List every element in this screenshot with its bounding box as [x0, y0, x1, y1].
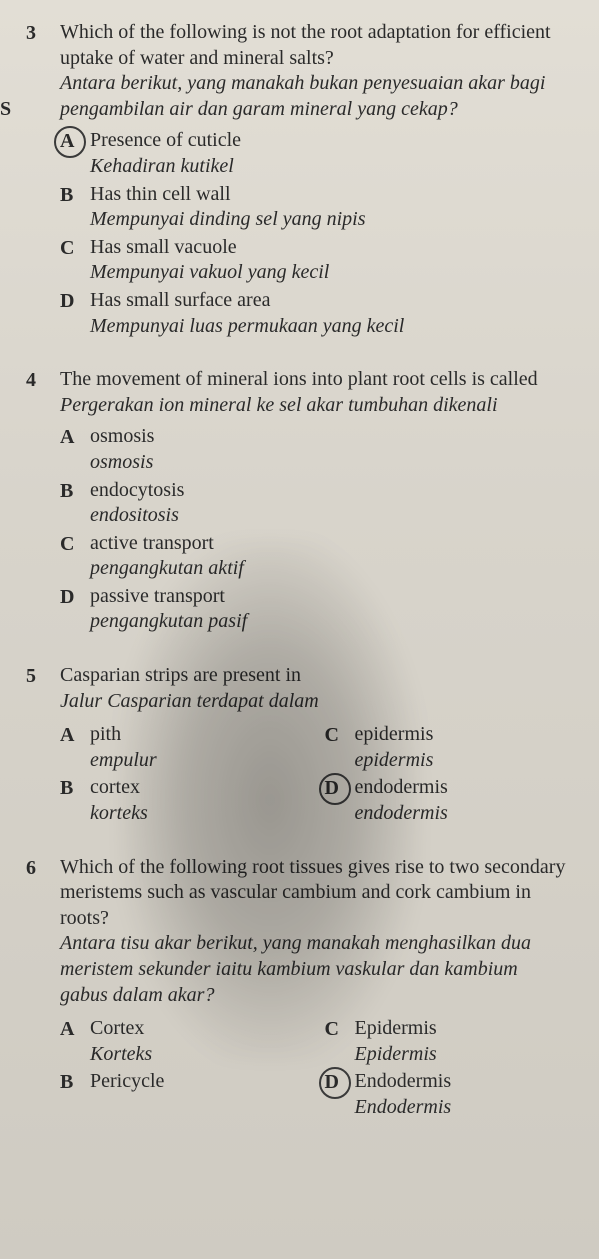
option-text-ms: Mempunyai dinding sel yang nipis [90, 207, 569, 233]
option-b: B Pericycle [60, 1069, 305, 1095]
option-text-ms: pengangkutan aktif [90, 556, 569, 582]
question-text-ms: Jalur Casparian terdapat dalam [60, 689, 569, 715]
option-text-en: endocytosis [90, 478, 569, 504]
option-text-en: Cortex [90, 1016, 305, 1042]
question-text-en: The movement of mineral ions into plant … [60, 367, 569, 393]
question-4: 4 The movement of mineral ions into plan… [26, 367, 569, 635]
option-letter: B [60, 775, 90, 801]
option-letter: A [60, 424, 90, 450]
options-right-column: C Epidermis Epidermis D [325, 1014, 570, 1120]
question-text-ms: Antara tisu akar berikut, yang manakah m… [60, 931, 569, 1008]
option-d: D Has small surface area Mempunyai luas … [60, 288, 569, 339]
option-text-ms: Kehadiran kutikel [90, 154, 569, 180]
option-text-ms: osmosis [90, 450, 569, 476]
option-text-en: epidermis [355, 722, 570, 748]
options-right-column: C epidermis epidermis D [325, 720, 570, 826]
option-a: A osmosis osmosis [60, 424, 569, 475]
options-two-column: A pith empulur B cortex korteks [60, 720, 569, 826]
question-number: 4 [26, 367, 60, 393]
question-3: 3 Which of the following is not the root… [26, 20, 569, 339]
option-text-en: Has small vacuole [90, 235, 569, 261]
option-text-ms: korteks [90, 801, 305, 827]
option-c: C Has small vacuole Mempunyai vakuol yan… [60, 235, 569, 286]
page: S 3 Which of the following is not the ro… [0, 0, 599, 1259]
option-a: A pith empulur [60, 722, 305, 773]
question-number: 6 [26, 855, 60, 881]
page-edge-letter: S [0, 98, 11, 121]
option-text-ms: endositosis [90, 503, 569, 529]
option-letter: D [60, 584, 90, 610]
option-text-ms: Mempunyai luas permukaan yang kecil [90, 314, 569, 340]
question-5: 5 Casparian strips are present in Jalur … [26, 663, 569, 827]
question-text-en: Which of the following is not the root a… [60, 20, 569, 71]
option-letter: A [60, 722, 90, 748]
option-letter: A [60, 128, 90, 154]
option-letter: B [60, 182, 90, 208]
option-d: D endodermis endodermis [325, 775, 570, 826]
option-letter: C [60, 235, 90, 261]
option-text-en: Endodermis [355, 1069, 570, 1095]
option-text-en: Epidermis [355, 1016, 570, 1042]
question-6: 6 Which of the following root tissues gi… [26, 855, 569, 1121]
option-letter: D [325, 775, 355, 801]
option-letter: C [325, 722, 355, 748]
option-c: C active transport pengangkutan aktif [60, 531, 569, 582]
question-text-ms: Pergerakan ion mineral ke sel akar tumbu… [60, 393, 569, 419]
option-letter: A [60, 1016, 90, 1042]
option-b: B cortex korteks [60, 775, 305, 826]
question-text-ms: Antara berikut, yang manakah bukan penye… [60, 71, 569, 122]
option-b: B Has thin cell wall Mempunyai dinding s… [60, 182, 569, 233]
option-letter: D [325, 1069, 355, 1095]
options-two-column: A Cortex Korteks B Pericycle [60, 1014, 569, 1120]
option-d: D passive transport pengangkutan pasif [60, 584, 569, 635]
option-letter: B [60, 1069, 90, 1095]
option-a: A Presence of cuticle Kehadiran kutikel [60, 128, 569, 179]
option-text-ms: endodermis [355, 801, 570, 827]
option-letter: B [60, 478, 90, 504]
option-a: A Cortex Korteks [60, 1016, 305, 1067]
option-text-en: Pericycle [90, 1069, 305, 1095]
option-d: D Endodermis Endodermis [325, 1069, 570, 1120]
option-text-en: endodermis [355, 775, 570, 801]
question-text-en: Casparian strips are present in [60, 663, 569, 689]
options-left-column: A pith empulur B cortex korteks [60, 720, 305, 826]
option-letter: C [60, 531, 90, 557]
option-text-en: Has small surface area [90, 288, 569, 314]
option-text-en: Has thin cell wall [90, 182, 569, 208]
option-letter: C [325, 1016, 355, 1042]
option-text-ms: empulur [90, 748, 305, 774]
option-text-en: pith [90, 722, 305, 748]
option-letter: D [60, 288, 90, 314]
option-text-ms: Korteks [90, 1042, 305, 1068]
option-text-en: cortex [90, 775, 305, 801]
option-text-en: osmosis [90, 424, 569, 450]
option-text-ms: Epidermis [355, 1042, 570, 1068]
question-number: 5 [26, 663, 60, 689]
options-list: A osmosis osmosis B endocytosis endosito… [60, 424, 569, 635]
question-text-en: Which of the following root tissues give… [60, 855, 569, 932]
option-text-en: active transport [90, 531, 569, 557]
option-text-en: Presence of cuticle [90, 128, 569, 154]
question-number: 3 [26, 20, 60, 46]
option-c: C epidermis epidermis [325, 722, 570, 773]
option-text-ms: Mempunyai vakuol yang kecil [90, 260, 569, 286]
option-c: C Epidermis Epidermis [325, 1016, 570, 1067]
option-text-ms: epidermis [355, 748, 570, 774]
option-text-ms: pengangkutan pasif [90, 609, 569, 635]
options-left-column: A Cortex Korteks B Pericycle [60, 1014, 305, 1120]
option-b: B endocytosis endositosis [60, 478, 569, 529]
option-text-ms: Endodermis [355, 1095, 570, 1121]
option-text-en: passive transport [90, 584, 569, 610]
options-list: A Presence of cuticle Kehadiran kutikel … [60, 128, 569, 339]
